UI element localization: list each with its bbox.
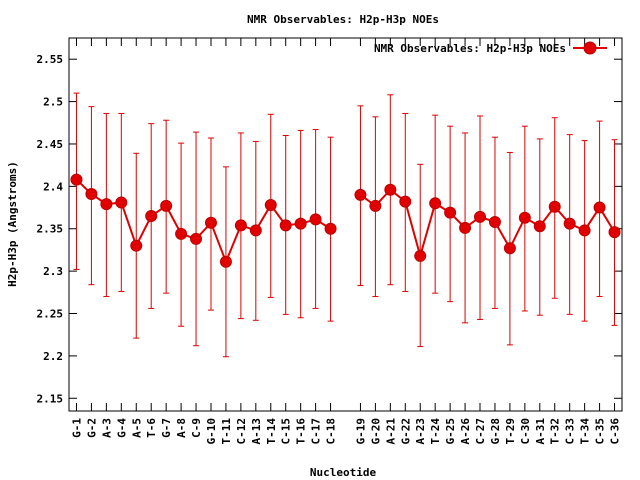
data-point [204, 216, 217, 229]
data-point [279, 219, 292, 232]
y-tick-label: 2.4 [43, 180, 63, 193]
x-tick-label: G-28 [489, 418, 502, 445]
y-tick-label: 2.55 [37, 53, 64, 66]
data-point [399, 195, 412, 208]
x-tick-label: G-25 [444, 418, 457, 445]
data-point [384, 183, 397, 196]
x-tick-label: C-9 [190, 418, 203, 438]
data-point [578, 224, 591, 237]
data-point [459, 221, 472, 234]
legend: NMR Observables: H2p-H3p NOEs [374, 41, 607, 55]
data-point [503, 242, 516, 255]
y-axis-label: H2p-H3p (Angstroms) [6, 161, 19, 287]
x-tick-label: G-22 [399, 418, 412, 445]
y-tick-label: 2.35 [37, 223, 64, 236]
series-lines [75, 178, 616, 265]
data-point [115, 196, 128, 209]
x-tick-label: A-13 [250, 418, 263, 445]
data-point [474, 210, 487, 223]
x-tick-label: C-27 [474, 418, 487, 445]
plot-frame [68, 37, 623, 412]
data-point [444, 206, 457, 219]
y-tick-label: 2.5 [43, 96, 63, 109]
x-tick-label: C-33 [564, 418, 577, 445]
data-point [414, 249, 427, 262]
data-point [354, 188, 367, 201]
x-tick-label: T-14 [265, 418, 278, 445]
data-point [294, 217, 307, 230]
data-point [145, 210, 158, 223]
data-point [100, 198, 113, 211]
data-point [234, 219, 247, 232]
data-point [130, 239, 143, 252]
x-tick-label: A-21 [384, 418, 397, 445]
series-line [359, 188, 616, 260]
x-tick-label: C-36 [609, 418, 622, 445]
data-point [593, 201, 606, 214]
x-tick-label: A-5 [130, 418, 143, 438]
x-tick-label: T-16 [295, 418, 308, 445]
data-point [190, 232, 203, 245]
x-tick-label: G-10 [205, 418, 218, 445]
x-tick-label: G-2 [85, 418, 98, 438]
x-tick-label: G-19 [354, 418, 367, 445]
x-tick-label: C-35 [594, 418, 607, 445]
x-tick-label: C-17 [310, 418, 323, 445]
x-tick-label: C-30 [519, 418, 532, 445]
x-tick-label: C-15 [280, 418, 293, 445]
x-tick-label: G-1 [70, 418, 83, 438]
data-point [85, 187, 98, 200]
data-point [324, 222, 337, 235]
data-point [70, 173, 83, 186]
data-point [533, 220, 546, 233]
data-point [264, 199, 277, 212]
legend-marker-swatch [583, 41, 597, 55]
data-point [563, 217, 576, 230]
data-point [249, 224, 262, 237]
data-points [70, 173, 621, 268]
x-tick-label: G-20 [369, 418, 382, 445]
data-point [309, 213, 322, 226]
x-tick-label: T-34 [579, 418, 592, 445]
chart-title: NMR Observables: H2p-H3p NOEs [247, 13, 439, 26]
x-axis-label: Nucleotide [310, 466, 377, 479]
data-point [548, 200, 561, 213]
data-point [175, 227, 188, 240]
x-tick-label: G-4 [115, 418, 128, 438]
x-tick-label: C-12 [235, 418, 248, 445]
x-tick-label: T-24 [429, 418, 442, 445]
y-tick-label: 2.3 [43, 265, 63, 278]
x-tick-label: T-29 [504, 418, 517, 445]
x-tick-label: T-11 [220, 418, 233, 445]
data-point [429, 197, 442, 210]
x-tick-label: T-32 [549, 418, 562, 445]
x-axis: G-1 G-2 A-3 G-4 A-5 T-6 G-7 A-8 C-9 G-10 T-11 C-12 A… [70, 38, 622, 445]
data-point [488, 215, 501, 228]
x-tick-label: A-23 [414, 418, 427, 445]
legend-label: NMR Observables: H2p-H3p NOEs [374, 42, 566, 55]
x-tick-label: C-18 [325, 418, 338, 445]
y-tick-label: 2.45 [37, 138, 64, 151]
x-tick-label: A-8 [175, 418, 188, 438]
x-tick-label: A-26 [459, 418, 472, 445]
y-axis: 2.15 2.2 2.25 2.3 2.35 2.4 2.45 2.5 2.55 [37, 53, 622, 405]
y-tick-label: 2.2 [43, 350, 63, 363]
y-tick-label: 2.25 [37, 308, 64, 321]
data-point [160, 199, 173, 212]
x-tick-label: G-7 [160, 418, 173, 438]
y-tick-label: 2.15 [37, 392, 64, 405]
data-point [518, 211, 531, 224]
x-tick-label: T-6 [145, 418, 158, 438]
data-point [608, 226, 621, 239]
x-tick-label: A-3 [100, 418, 113, 438]
series-line [75, 178, 332, 265]
data-point [369, 199, 382, 212]
data-point [219, 255, 232, 268]
x-tick-label: A-31 [534, 418, 547, 445]
